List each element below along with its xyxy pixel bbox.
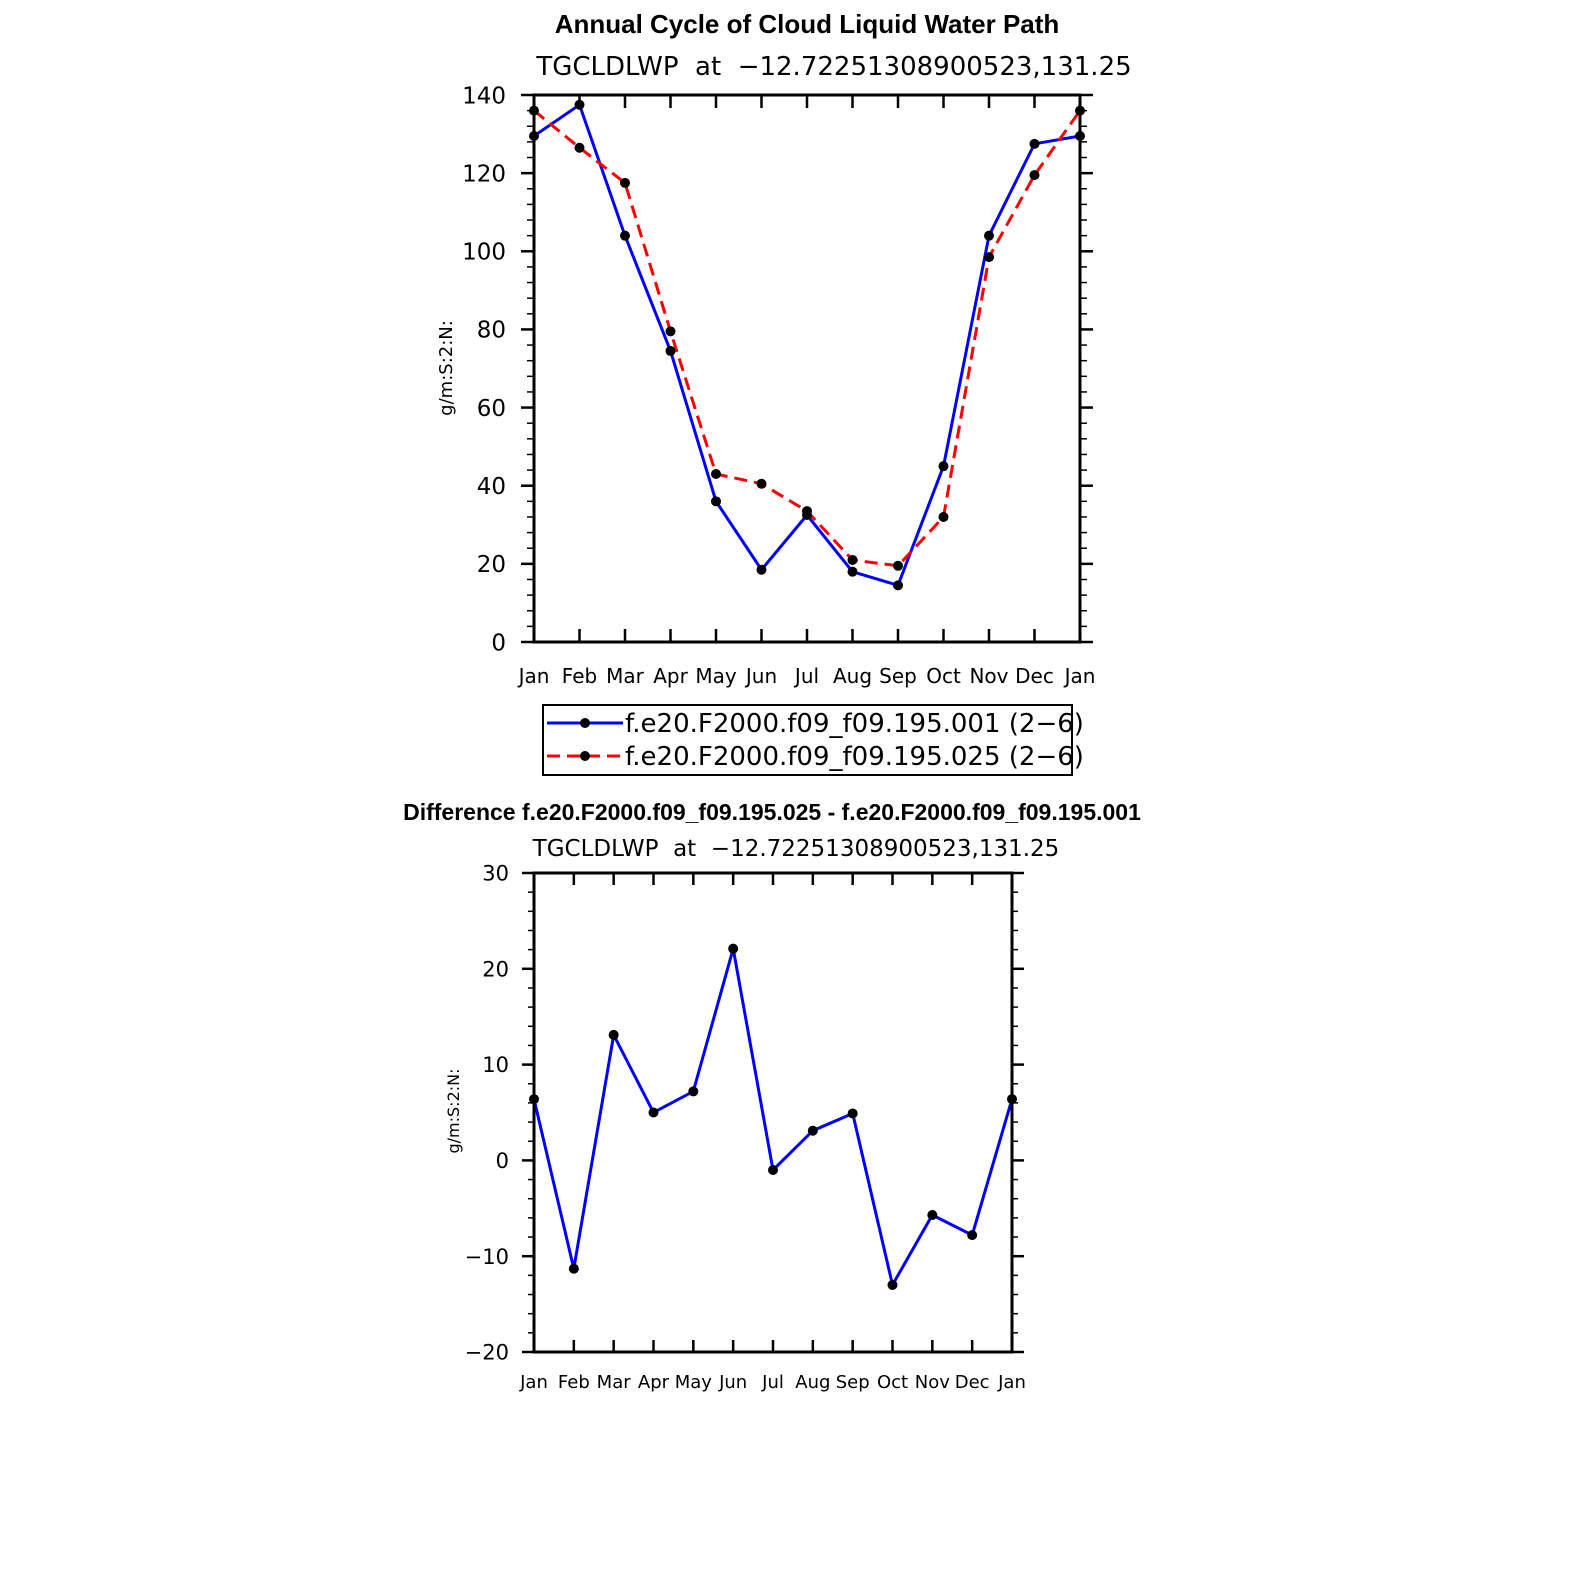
data-point-series-2 [984, 252, 994, 263]
data-point-series-2 [938, 511, 949, 522]
y-tick-label: 60 [477, 396, 506, 422]
y-tick-label: 40 [477, 474, 506, 500]
legend-label-series-2: f.e20.F2000.f09_f09.195.025 (2−6) [625, 742, 1084, 772]
data-point-series-2 [756, 478, 767, 489]
x-tick-label: Dec [1015, 664, 1054, 688]
axis-ticks: Jan Feb Mar Apr May Jun Jul Aug Sep Oct Nov Dec Jan 0… [462, 83, 1095, 688]
chart-subtitle: TGCLDLWP at −12.72251308900523,131.25 [535, 52, 1131, 82]
data-point-series-1 [887, 1279, 898, 1290]
x-tick-label: May [695, 664, 737, 688]
y-tick-label: 80 [477, 318, 506, 344]
data-point-series-1 [768, 1164, 778, 1175]
chart-title: Difference f.e20.F2000.f09_f09.195.025 -… [403, 799, 1141, 825]
x-tick-label: Sep [879, 664, 917, 688]
y-axis-label: g/m:S:2:N: [444, 1069, 463, 1154]
y-tick-label: 20 [477, 552, 506, 578]
y-tick-label: −10 [465, 1245, 509, 1269]
y-tick-label: 30 [482, 862, 509, 886]
data-point-series-2 [893, 560, 903, 571]
x-tick-label: Jun [744, 664, 777, 688]
chart-title: Annual Cycle of Cloud Liquid Water Path [555, 9, 1060, 39]
x-tick-label: Sep [836, 1372, 870, 1393]
data-point-series-1 [688, 1086, 699, 1097]
plot-frame [532, 871, 1014, 1354]
data-point-series-1 [568, 1263, 579, 1274]
data-point-series-1 [711, 496, 721, 507]
x-tick-label: Mar [606, 664, 645, 688]
data-point-series-2 [620, 177, 630, 188]
series-layer [529, 943, 1017, 1290]
data-point-series-1 [608, 1029, 619, 1040]
y-axis-label: g/m:S:2:N: [436, 320, 457, 416]
legend: f.e20.F2000.f09_f09.195.001 (2−6) f.e20.… [542, 704, 1084, 776]
x-tick-label: Mar [597, 1372, 632, 1393]
x-tick-label: Jan [519, 1372, 548, 1393]
data-point-series-2 [574, 142, 585, 153]
axis-ticks: Jan Feb Mar Apr May Jun Jul Aug Sep Oct Nov Dec Jan−… [465, 862, 1026, 1393]
y-tick-label: 140 [462, 83, 506, 109]
y-tick-label: 0 [496, 1149, 509, 1173]
x-tick-label: Jun [718, 1372, 747, 1393]
plot-frame [532, 93, 1082, 644]
x-tick-label: Jan [997, 1372, 1026, 1393]
x-tick-label: Dec [955, 1372, 990, 1393]
legend-frame [542, 704, 1073, 776]
data-point-series-2 [802, 506, 812, 517]
chart-subtitle: TGCLDLWP at −12.72251308900523,131.25 [532, 836, 1060, 862]
legend-marker-series-1 [580, 718, 590, 728]
data-point-series-1 [665, 345, 676, 356]
x-tick-label: Nov [915, 1372, 950, 1393]
y-tick-label: 20 [482, 957, 509, 981]
data-point-series-1 [847, 1108, 858, 1119]
x-tick-label: Oct [877, 1372, 908, 1393]
data-point-series-1 [728, 943, 739, 954]
y-tick-label: 10 [482, 1053, 509, 1077]
x-tick-label: Jul [793, 664, 819, 688]
data-point-series-1 [620, 230, 630, 241]
data-point-series-2 [665, 326, 676, 337]
difference-chart: Difference f.e20.F2000.f09_f09.195.025 -… [403, 799, 1141, 1393]
data-point-series-1 [807, 1125, 818, 1136]
data-point-series-1 [648, 1107, 659, 1118]
data-point-series-1 [574, 99, 585, 110]
x-tick-label: Jan [517, 664, 550, 688]
legend-label-series-1: f.e20.F2000.f09_f09.195.001 (2−6) [625, 709, 1084, 739]
data-point-series-1 [938, 461, 949, 472]
y-tick-label: −20 [465, 1341, 509, 1365]
x-tick-label: Apr [653, 664, 688, 688]
data-point-series-1 [984, 230, 994, 241]
data-point-series-1 [927, 1210, 938, 1221]
y-tick-label: 100 [462, 240, 506, 266]
x-tick-label: Nov [969, 664, 1008, 688]
x-tick-label: May [675, 1372, 713, 1393]
x-tick-label: Apr [638, 1372, 670, 1393]
legend-marker-series-2 [580, 751, 590, 761]
x-tick-label: Feb [562, 664, 597, 688]
y-tick-label: 0 [491, 630, 506, 656]
series-layer [529, 99, 1085, 591]
x-tick-label: Oct [926, 664, 961, 688]
series-line-1 [532, 948, 1014, 1289]
y-tick-label: 120 [462, 161, 506, 187]
x-tick-label: Jan [1063, 664, 1096, 688]
data-point-series-2 [711, 468, 721, 479]
data-point-series-1 [756, 564, 767, 575]
x-tick-label: Feb [558, 1372, 590, 1393]
x-tick-label: Aug [795, 1372, 830, 1393]
data-point-series-1 [893, 580, 903, 591]
data-point-series-1 [967, 1230, 978, 1241]
annual-cycle-chart: Annual Cycle of Cloud Liquid Water Path … [436, 9, 1132, 776]
x-tick-label: Aug [833, 664, 872, 688]
series-line-2 [533, 109, 1082, 568]
x-tick-label: Jul [761, 1372, 784, 1393]
data-point-series-1 [847, 566, 858, 577]
data-point-series-2 [847, 554, 858, 565]
data-point-series-2 [1029, 170, 1040, 181]
data-point-series-1 [1029, 138, 1040, 149]
